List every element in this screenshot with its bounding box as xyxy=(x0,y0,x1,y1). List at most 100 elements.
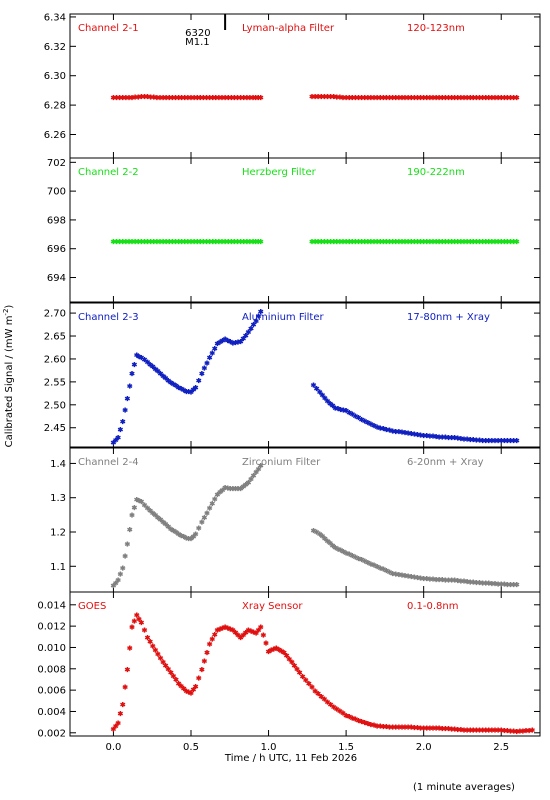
data-point: * xyxy=(244,482,249,492)
data-point: * xyxy=(114,95,119,105)
panel-1: 6.26 6.28 6.30 6.32 6.34 Channel 2-1 Lyman-alp… xyxy=(44,12,541,159)
data-point: * xyxy=(238,95,243,105)
data-point: * xyxy=(487,95,492,105)
data-point: * xyxy=(456,578,461,588)
data-point: * xyxy=(170,95,175,105)
data-series: ****************************************… xyxy=(111,309,520,451)
data-point: * xyxy=(317,531,322,541)
data-point: * xyxy=(325,239,330,249)
data-point: * xyxy=(440,577,445,587)
data-point: * xyxy=(341,549,346,559)
data-point: * xyxy=(198,95,203,105)
data-point: * xyxy=(111,239,116,249)
panel-3: 2.45 2.50 2.55 2.60 2.65 2.70 Channel 2-3 Alumi… xyxy=(44,302,541,451)
data-point: * xyxy=(189,536,194,546)
data-point: * xyxy=(499,438,504,448)
data-point: * xyxy=(193,684,198,694)
data-point: * xyxy=(338,95,343,105)
data-point: * xyxy=(233,486,238,496)
data-point: * xyxy=(347,714,352,724)
data-point: * xyxy=(264,641,269,651)
data-point: * xyxy=(393,429,398,439)
data-point: * xyxy=(319,94,324,104)
data-point: * xyxy=(323,395,328,405)
data-point: * xyxy=(125,667,130,677)
data-point: * xyxy=(487,581,492,591)
data-point: * xyxy=(418,725,423,735)
data-point: * xyxy=(174,383,179,393)
data-point: * xyxy=(130,513,135,523)
data-point: * xyxy=(238,486,243,496)
data-point: * xyxy=(215,341,220,351)
data-point: * xyxy=(431,434,436,444)
data-point: * xyxy=(483,239,488,249)
data-point: * xyxy=(397,725,402,735)
data-point: * xyxy=(137,616,142,626)
data-point: * xyxy=(480,239,485,249)
data-point: * xyxy=(207,355,212,365)
data-point: * xyxy=(201,95,206,105)
data-point: * xyxy=(218,340,223,350)
flare-marker-id: 6320 xyxy=(185,28,210,39)
data-point: * xyxy=(412,95,417,105)
data-point: * xyxy=(530,728,535,738)
data-point: * xyxy=(403,573,408,583)
data-point: * xyxy=(331,94,336,104)
data-point: * xyxy=(409,239,414,249)
data-point: * xyxy=(171,382,176,392)
data-point: * xyxy=(353,413,358,423)
data-point: * xyxy=(184,389,189,399)
data-point: * xyxy=(204,95,209,105)
data-point: * xyxy=(446,435,451,445)
data-point: * xyxy=(335,94,340,104)
panel-band-label: 17-80nm + Xray xyxy=(407,312,490,323)
data-point: * xyxy=(179,386,184,396)
data-point: * xyxy=(215,492,220,502)
data-point: * xyxy=(189,389,194,399)
data-point: * xyxy=(387,569,392,579)
data-point: * xyxy=(164,95,169,105)
data-point: * xyxy=(236,486,241,496)
data-point: * xyxy=(415,575,420,585)
data-point: * xyxy=(137,498,142,508)
data-point: * xyxy=(356,95,361,105)
data-point: * xyxy=(487,239,492,249)
data-point: * xyxy=(412,239,417,249)
data-point: * xyxy=(166,524,171,534)
data-point: * xyxy=(330,403,335,413)
data-point: * xyxy=(195,95,200,105)
data-point: * xyxy=(437,434,442,444)
data-point: * xyxy=(434,434,439,444)
y-axis-title-end: ) xyxy=(4,305,15,309)
data-point: * xyxy=(163,663,168,673)
data-point: * xyxy=(123,554,128,564)
data-point: * xyxy=(443,577,448,587)
y-tick-label: 6.28 xyxy=(44,101,66,112)
data-point: * xyxy=(366,721,371,731)
data-point: * xyxy=(341,407,346,417)
data-point: * xyxy=(474,239,479,249)
data-point: * xyxy=(443,435,448,445)
data-point: * xyxy=(114,437,119,447)
data-point: * xyxy=(148,239,153,249)
data-point: * xyxy=(174,677,179,687)
y-tick-label: 1.3 xyxy=(50,493,66,504)
x-tick-label: 1.0 xyxy=(261,742,277,753)
data-point: * xyxy=(511,729,516,739)
data-point: * xyxy=(259,95,264,105)
data-point: * xyxy=(474,728,479,738)
data-point: * xyxy=(246,480,251,490)
data-point: * xyxy=(421,433,426,443)
data-point: * xyxy=(207,641,212,651)
data-point: * xyxy=(508,239,513,249)
data-point: * xyxy=(186,95,191,105)
x-tick-label: 1.5 xyxy=(338,742,354,753)
data-point: * xyxy=(393,725,398,735)
data-point: * xyxy=(375,425,380,435)
data-point: * xyxy=(145,635,150,645)
y-tick-label: 0.014 xyxy=(37,600,66,611)
panel-channel-label: GOES xyxy=(78,601,106,612)
data-point: * xyxy=(186,689,191,699)
data-point: * xyxy=(256,239,261,249)
